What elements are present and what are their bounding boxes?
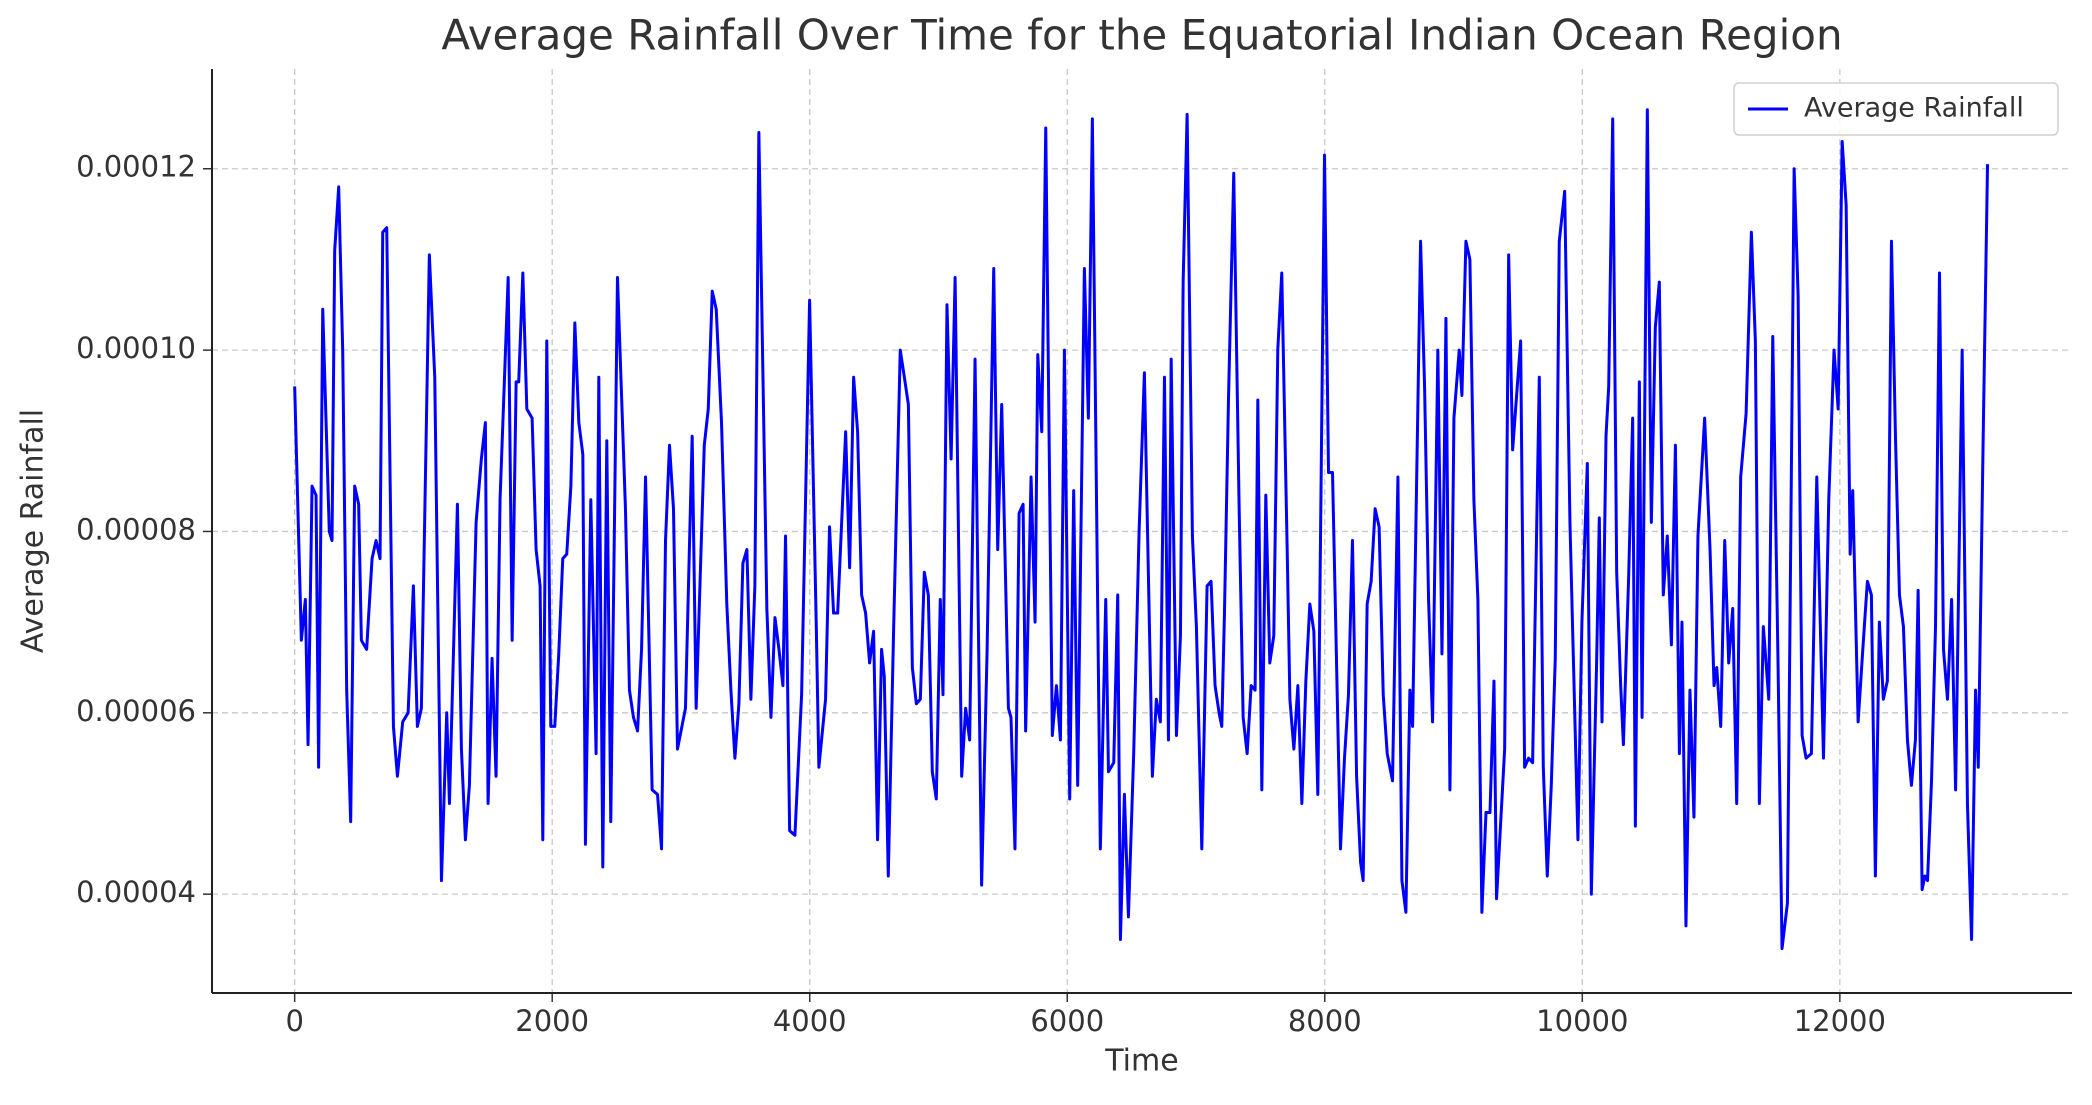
x-tick-label: 10000	[1536, 1004, 1628, 1038]
x-tick-label: 8000	[1288, 1004, 1362, 1038]
x-tick-label: 2000	[515, 1004, 589, 1038]
chart-title: Average Rainfall Over Time for the Equat…	[441, 11, 1842, 60]
x-tick-label: 12000	[1794, 1004, 1886, 1038]
y-tick-label: 0.00006	[76, 694, 196, 728]
y-tick-label: 0.00008	[76, 512, 196, 546]
data-line	[293, 108, 1990, 951]
x-tick-label: 4000	[773, 1004, 847, 1038]
x-tick-label: 0	[285, 1004, 303, 1038]
x-tick-label: 6000	[1030, 1004, 1104, 1038]
legend-box	[1733, 82, 2059, 136]
x-axis-label: Time	[1104, 1044, 1178, 1079]
y-tick-label: 0.00010	[76, 331, 196, 365]
y-tick-label: 0.00004	[76, 875, 196, 909]
y-axis-label: Average Rainfall	[16, 409, 51, 653]
y-tick-label: 0.00012	[76, 150, 196, 184]
legend-label: Average Rainfall	[1804, 93, 2024, 124]
